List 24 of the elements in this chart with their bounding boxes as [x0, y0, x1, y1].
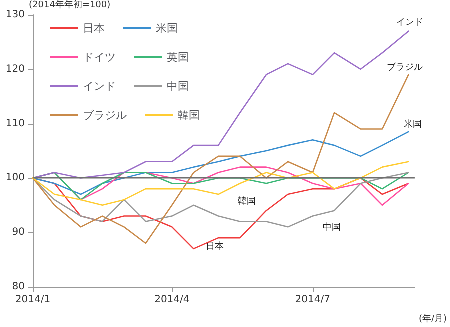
annotation: 米国	[404, 119, 422, 130]
y-tick-label: 120	[6, 64, 25, 75]
legend-label: 中国	[167, 80, 189, 93]
y-tick-label: 130	[6, 10, 25, 20]
x-axis-title: (年/月)	[418, 314, 448, 324]
legend-label: 英国	[167, 51, 189, 64]
x-tick-label: 2014/7	[295, 294, 330, 306]
x-tick-label: 2014/4	[154, 294, 190, 306]
annotation: ブラジル	[387, 62, 423, 73]
y-axis-title: (2014年年初=100)	[29, 0, 111, 11]
y-tick-label: 90	[12, 227, 25, 238]
legend-label: 韓国	[178, 109, 200, 122]
y-tick-label: 100	[6, 172, 25, 184]
legend-label: インド	[83, 80, 116, 93]
annotation: 中国	[323, 222, 341, 233]
legend-label: ブラジル	[83, 109, 127, 122]
legend-label: 米国	[156, 22, 178, 35]
annotation: 韓国	[238, 196, 256, 207]
y-tick-label: 110	[6, 118, 25, 130]
y-tick-label: 80	[12, 282, 25, 292]
legend-label: 日本	[83, 22, 105, 35]
x-tick-label: 2014/1	[15, 294, 51, 306]
legend-label: ドイツ	[83, 51, 116, 64]
annotation: インド	[396, 18, 424, 28]
